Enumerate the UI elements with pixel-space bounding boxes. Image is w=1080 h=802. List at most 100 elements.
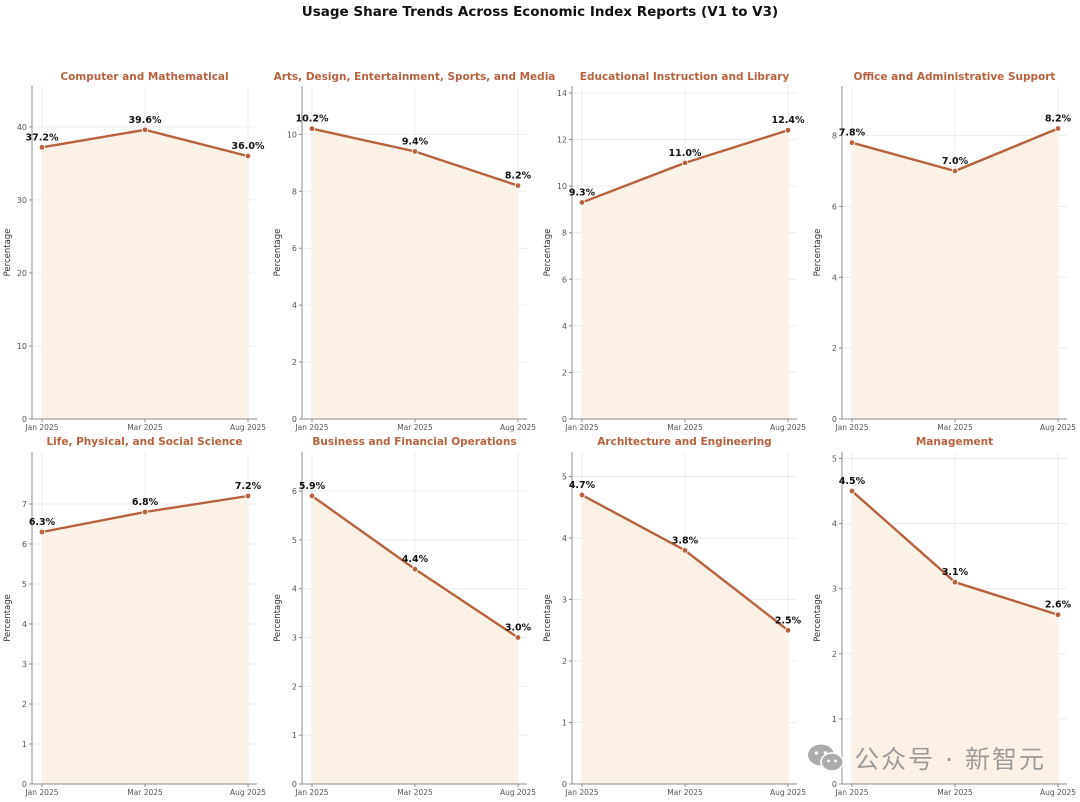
y-tick-label: 14 (557, 89, 567, 98)
y-tick-label: 6 (562, 275, 567, 284)
y-tick-label: 2 (562, 368, 567, 377)
x-tick-label: Aug 2025 (1040, 788, 1076, 797)
x-tick-label: Mar 2025 (667, 788, 703, 797)
data-point (38, 144, 46, 151)
y-tick-label: 0 (562, 780, 567, 789)
data-point (784, 127, 792, 134)
y-axis-label: Percentage (273, 229, 283, 277)
y-tick-label: 4 (562, 322, 567, 331)
x-tick-label: Aug 2025 (1040, 423, 1076, 432)
y-tick-label: 6 (22, 540, 27, 549)
data-label: 2.6% (1045, 600, 1072, 611)
data-label: 37.2% (26, 132, 59, 143)
data-point (951, 167, 959, 175)
y-tick-label: 3 (832, 585, 837, 594)
data-point (784, 627, 792, 634)
y-tick-label: 4 (292, 301, 297, 310)
data-label: 8.2% (1045, 114, 1072, 125)
panel-title: Management (916, 436, 993, 448)
y-tick-label: 5 (832, 455, 837, 464)
data-point (514, 634, 522, 641)
x-tick-label: Mar 2025 (937, 423, 973, 432)
y-tick-label: 0 (562, 415, 567, 424)
x-tick-label: Aug 2025 (770, 423, 806, 432)
y-axis-label: Percentage (813, 229, 823, 277)
y-tick-label: 5 (562, 473, 567, 482)
x-tick-label: Mar 2025 (397, 788, 433, 797)
y-tick-label: 4 (22, 620, 27, 629)
x-tick-label: Jan 2025 (24, 423, 58, 432)
data-point (308, 492, 316, 500)
data-label: 11.0% (669, 148, 702, 159)
panel-title: Architecture and Engineering (597, 436, 771, 448)
y-tick-label: 7 (22, 500, 27, 509)
y-tick-label: 2 (292, 358, 297, 367)
data-point (244, 492, 252, 500)
x-tick-label: Jan 2025 (24, 788, 58, 797)
data-label: 12.4% (772, 115, 805, 126)
y-tick-label: 0 (22, 780, 27, 789)
area-fill (42, 496, 248, 784)
data-point (411, 148, 419, 155)
x-tick-label: Jan 2025 (834, 788, 868, 797)
y-tick-label: 0 (292, 780, 297, 789)
data-point (848, 487, 856, 495)
y-tick-label: 3 (292, 634, 297, 643)
y-tick-label: 8 (562, 229, 567, 238)
x-tick-label: Mar 2025 (397, 423, 433, 432)
data-point (578, 199, 586, 206)
wechat-logo-icon (808, 744, 844, 772)
x-tick-label: Jan 2025 (564, 788, 598, 797)
y-tick-label: 10 (287, 130, 297, 139)
data-label: 10.2% (296, 114, 329, 125)
panel-title: Office and Administrative Support (854, 71, 1056, 83)
y-axis-label: Percentage (543, 229, 553, 277)
data-label: 7.2% (235, 481, 262, 492)
y-tick-label: 0 (832, 780, 837, 789)
data-label: 5.9% (299, 481, 326, 492)
data-point (681, 159, 689, 167)
area-fill (42, 129, 248, 419)
data-label: 2.5% (775, 615, 802, 626)
y-tick-label: 2 (292, 682, 297, 691)
x-tick-label: Aug 2025 (770, 788, 806, 797)
area-fill (312, 128, 518, 419)
x-tick-label: Jan 2025 (294, 423, 328, 432)
panel-title: Educational Instruction and Library (580, 71, 790, 83)
x-tick-label: Mar 2025 (937, 788, 973, 797)
x-tick-label: Mar 2025 (667, 423, 703, 432)
y-tick-label: 0 (832, 415, 837, 424)
y-tick-label: 0 (292, 415, 297, 424)
y-tick-label: 10 (17, 342, 27, 351)
data-label: 6.8% (132, 497, 159, 508)
y-tick-label: 4 (292, 585, 297, 594)
data-label: 4.7% (569, 480, 596, 491)
data-label: 8.2% (505, 171, 532, 182)
y-tick-label: 30 (17, 196, 27, 205)
data-point (681, 547, 689, 554)
x-tick-label: Jan 2025 (294, 788, 328, 797)
x-tick-label: Mar 2025 (127, 788, 163, 797)
data-label: 7.0% (942, 156, 969, 167)
y-tick-label: 2 (832, 650, 837, 659)
data-point (38, 528, 46, 536)
y-tick-label: 8 (832, 132, 837, 141)
data-label: 9.4% (402, 136, 429, 147)
y-tick-label: 40 (17, 123, 27, 132)
y-tick-label: 4 (832, 520, 837, 529)
data-label: 36.0% (232, 141, 265, 152)
y-tick-label: 1 (832, 715, 837, 724)
data-label: 7.8% (839, 128, 866, 139)
panel-title: Business and Financial Operations (312, 436, 516, 448)
data-point (411, 565, 419, 573)
data-point (1054, 611, 1062, 618)
y-tick-label: 12 (557, 136, 567, 145)
y-tick-label: 10 (557, 182, 567, 191)
data-point (1054, 125, 1062, 132)
area-fill (852, 491, 1058, 784)
data-point (514, 182, 522, 189)
y-tick-label: 6 (292, 244, 297, 253)
y-tick-label: 4 (562, 534, 567, 543)
watermark-text: 公众号 · 新智元 (854, 745, 1046, 774)
